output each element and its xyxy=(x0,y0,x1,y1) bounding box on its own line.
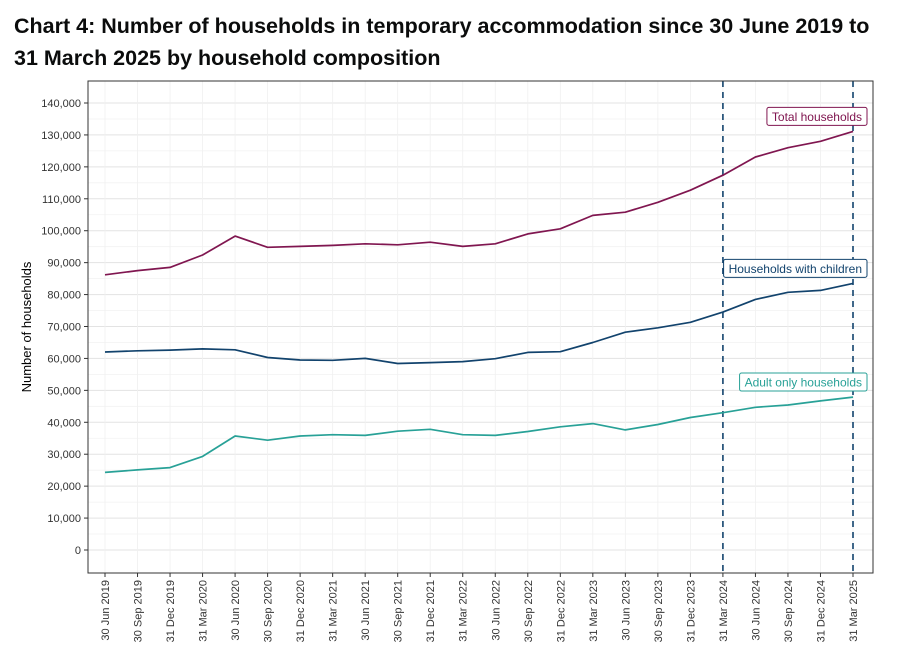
series-line-adult-only-households xyxy=(104,396,854,474)
series-line-total-households xyxy=(104,130,854,276)
series-label-total-households: Total households xyxy=(766,106,868,126)
series-label-text: Total households xyxy=(772,110,862,124)
x-tick-label: 30 Jun 2024 xyxy=(750,580,762,641)
gridlines xyxy=(88,81,873,573)
x-tick-label: 31 Dec 2023 xyxy=(685,580,697,642)
y-tick-label: 40,000 xyxy=(47,417,81,429)
x-tick-label: 31 Mar 2023 xyxy=(588,580,600,642)
reference-lines xyxy=(722,81,854,573)
series-labels: Total households Households with children… xyxy=(723,106,868,392)
series-label-text: Adult only households xyxy=(745,376,862,390)
x-tick-label: 30 Sep 2020 xyxy=(263,580,275,642)
y-tick-label: 30,000 xyxy=(47,449,81,461)
x-tick-label: 31 Dec 2020 xyxy=(295,580,307,642)
series-label-box xyxy=(723,258,868,278)
y-tick-label: 130,000 xyxy=(41,130,81,142)
chart-title: Chart 4: Number of households in tempora… xyxy=(14,14,870,70)
x-tick-label: 31 Mar 2024 xyxy=(718,580,730,642)
x-tick-label: 30 Sep 2023 xyxy=(653,580,665,642)
y-tick-label: 140,000 xyxy=(41,98,81,110)
x-tick-label: 31 Mar 2020 xyxy=(198,580,210,642)
series-label-box xyxy=(739,372,868,392)
x-tick-label: 31 Mar 2022 xyxy=(458,580,470,642)
series-lines xyxy=(104,130,854,474)
x-tick-label: 30 Jun 2023 xyxy=(620,580,632,641)
y-tick-label: 90,000 xyxy=(47,258,81,270)
x-tick-label: 30 Jun 2020 xyxy=(230,580,242,641)
y-tick-label: 100,000 xyxy=(41,226,81,238)
y-tick-label: 0 xyxy=(75,545,81,557)
x-tick-label: 30 Sep 2019 xyxy=(133,580,145,642)
series-label-box xyxy=(766,106,868,126)
series-line-households-with-children xyxy=(104,282,854,365)
series-label-adult-only-households: Adult only households xyxy=(739,372,868,392)
y-tick-label: 60,000 xyxy=(47,353,81,365)
x-tick-label: 31 Dec 2022 xyxy=(555,580,567,642)
x-tick-label: 30 Jun 2022 xyxy=(490,580,502,641)
y-tick-label: 20,000 xyxy=(47,481,81,493)
x-tick-label: 30 Jun 2019 xyxy=(100,580,112,641)
x-tick-label: 31 Dec 2024 xyxy=(815,580,827,642)
y-tick-label: 70,000 xyxy=(47,322,81,334)
x-tick-label: 30 Sep 2024 xyxy=(783,580,795,642)
x-tick-label: 31 Dec 2019 xyxy=(165,580,177,642)
x-tick-label: 30 Jun 2021 xyxy=(360,580,372,641)
y-tick-label: 80,000 xyxy=(47,290,81,302)
x-tick-label: 31 Dec 2021 xyxy=(425,580,437,642)
x-tick-label: 30 Sep 2021 xyxy=(393,580,405,642)
y-axis: 0 10,000 20,000 30,000 40,000 50,000 60,000 70,… xyxy=(41,98,88,557)
y-tick-label: 110,000 xyxy=(42,194,81,206)
x-tick-label: 30 Sep 2022 xyxy=(523,580,535,642)
y-axis-title: Number of households xyxy=(19,261,34,392)
y-tick-label: 10,000 xyxy=(47,513,81,525)
series-label-households-with-children: Households with children xyxy=(723,258,868,278)
x-tick-label: 31 Mar 2021 xyxy=(328,580,340,642)
series-label-text: Households with children xyxy=(729,262,862,276)
y-tick-label: 120,000 xyxy=(41,162,81,174)
y-tick-label: 50,000 xyxy=(47,385,81,397)
x-tick-label: 31 Mar 2025 xyxy=(848,580,860,642)
x-axis: 30 Jun 2019 30 Sep 2019 31 Dec 2019 31 Mar … xyxy=(100,573,860,642)
